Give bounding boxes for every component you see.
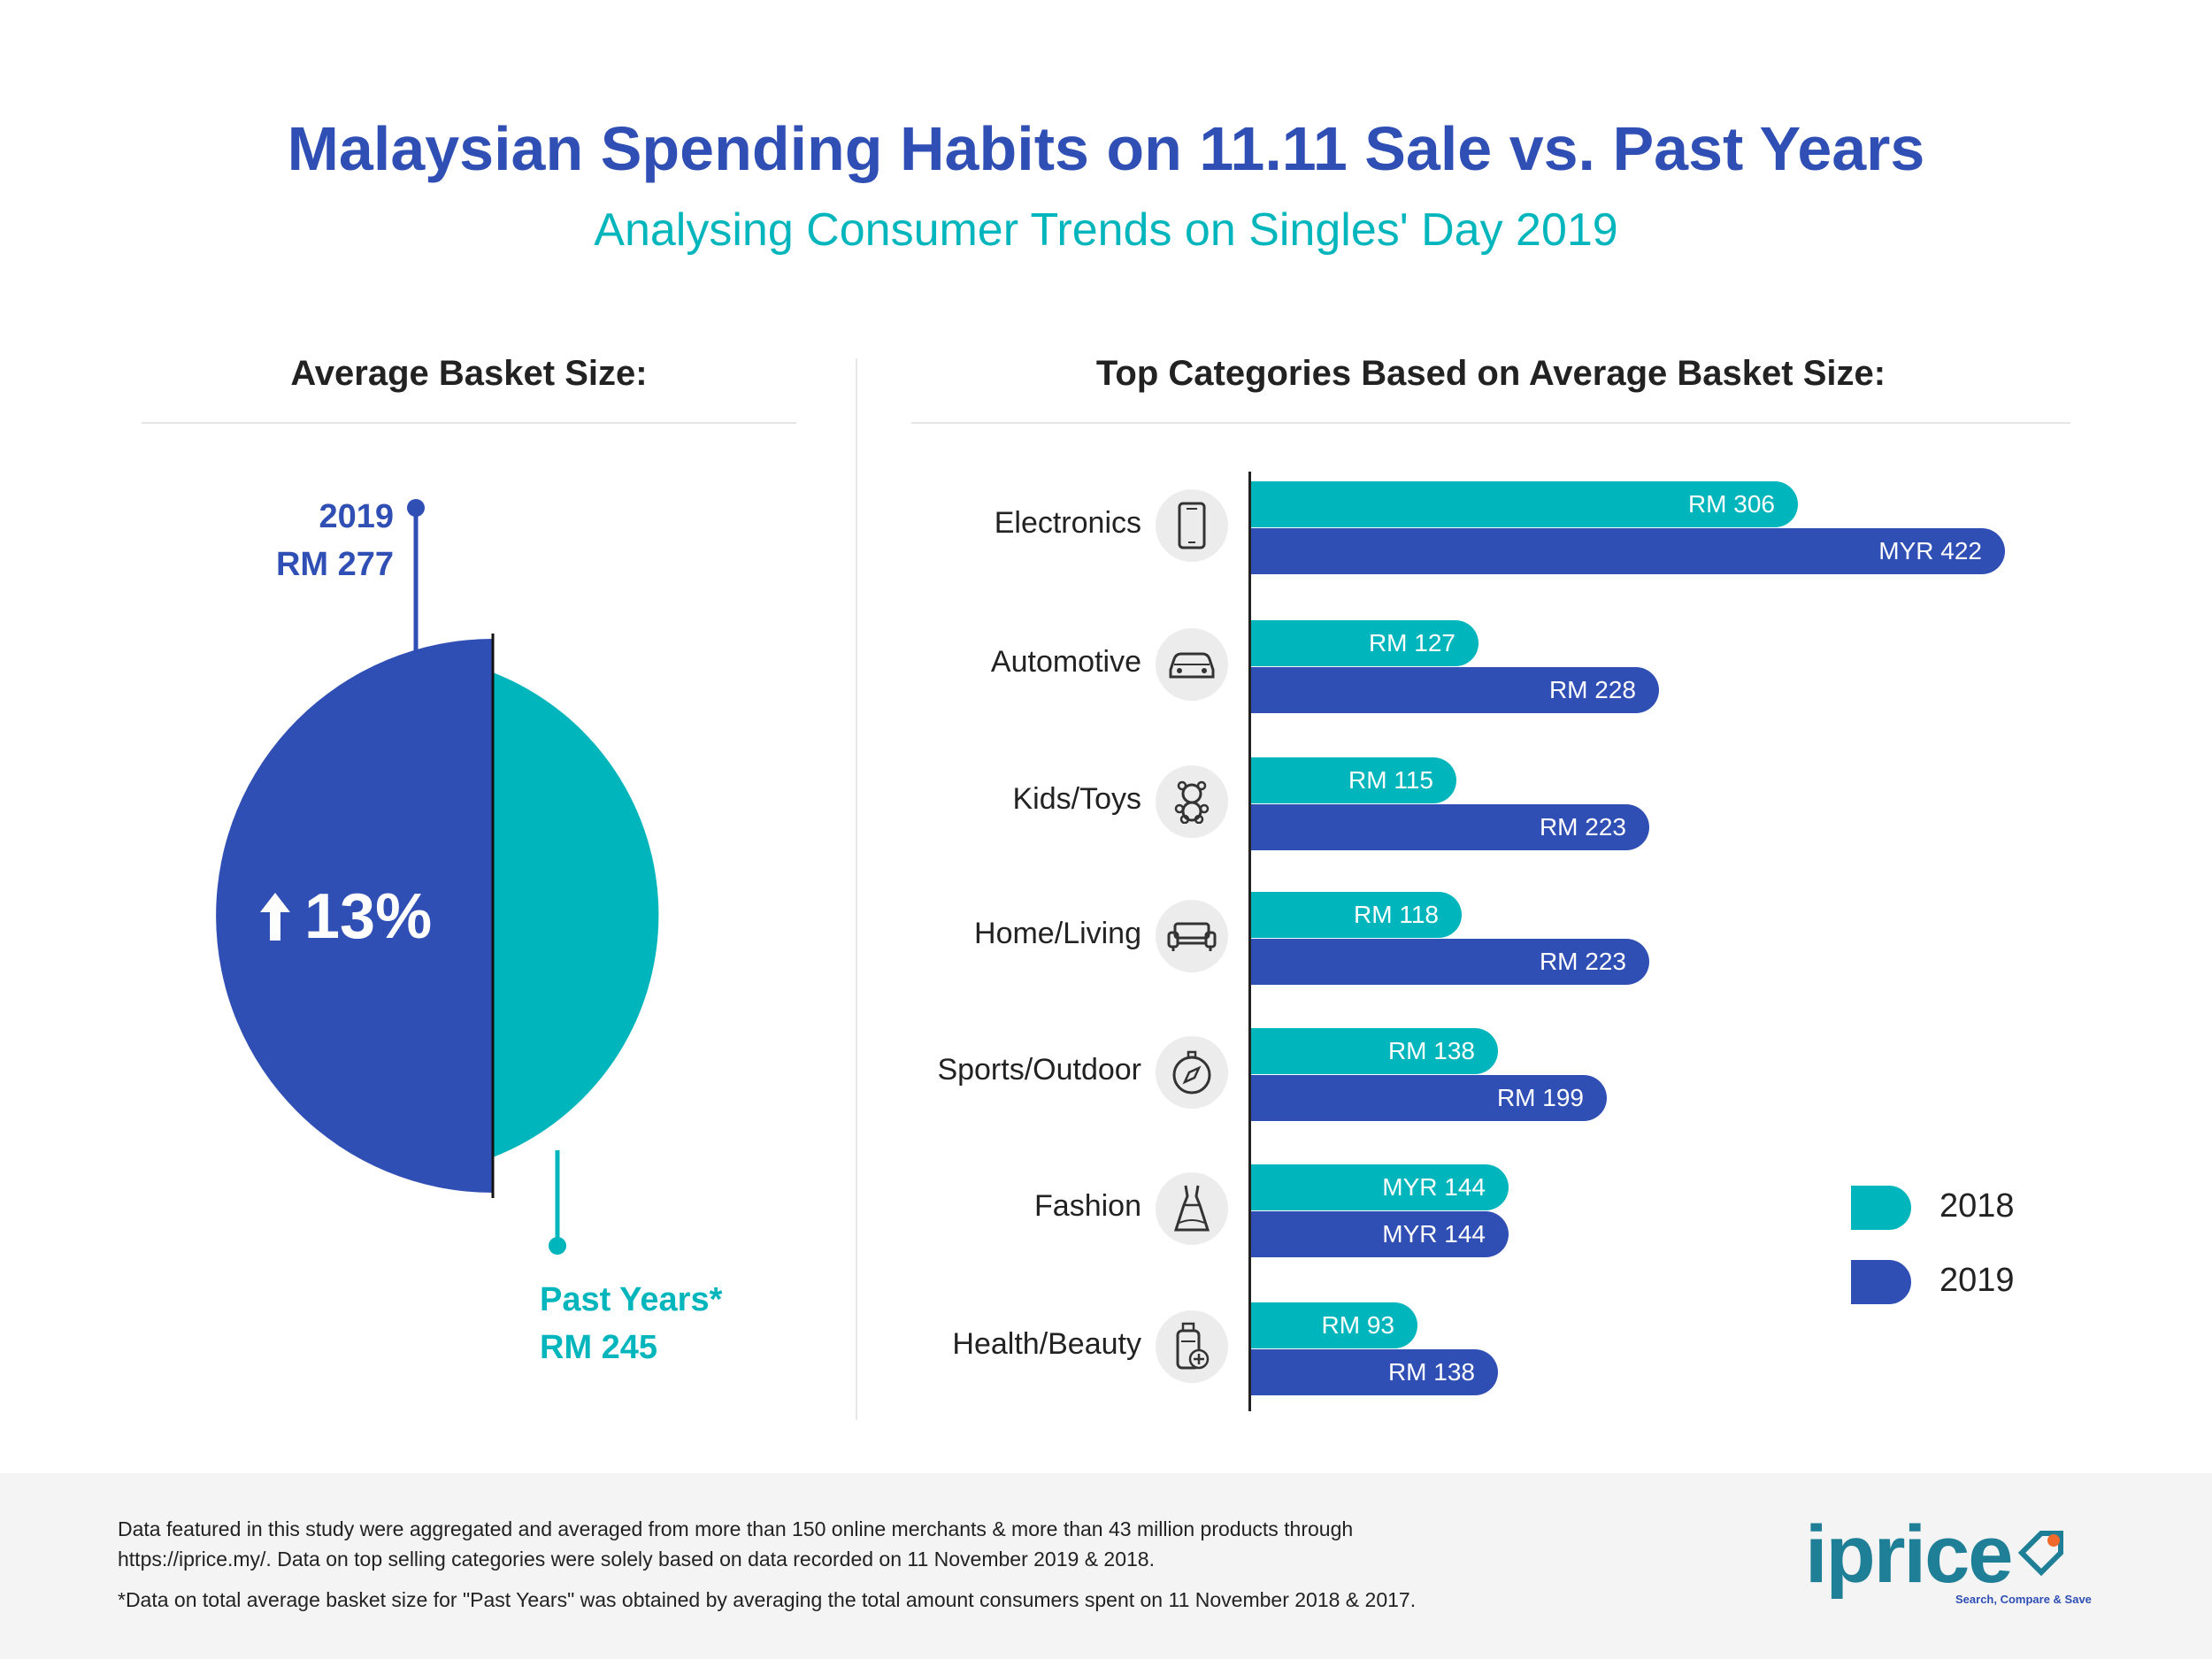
bar-fashion-2018: MYR 144 (1251, 1164, 1509, 1210)
bar-fashion-2019: MYR 144 (1251, 1211, 1509, 1257)
bar-value-label: MYR 144 (1382, 1173, 1486, 1201)
basket-heading: Average Basket Size: (290, 354, 648, 393)
bar-value-label: RM 138 (1387, 1037, 1475, 1064)
bar-axis (1248, 472, 1251, 1411)
bar-electronics-2018: RM 306 (1251, 481, 1798, 527)
bar-value-label: RM 115 (1348, 766, 1433, 794)
label-2019-dot (407, 499, 425, 517)
bar-health-beauty-2019: RM 138 (1251, 1349, 1498, 1395)
footer-note-line-3: *Data on total average basket size for "… (118, 1588, 1417, 1611)
bar-value-label: MYR 422 (1878, 537, 1982, 565)
footer-note-line-2: https://iprice.my/. Data on top selling … (118, 1548, 1155, 1571)
bar-value-label: MYR 144 (1382, 1220, 1486, 1248)
legend-label-2019: 2019 (1939, 1262, 2015, 1299)
legend-swatch-2019 (1851, 1260, 1911, 1304)
page-subtitle: Analysing Consumer Trends on Singles' Da… (594, 204, 1618, 256)
label-2019: 2019 RM 277 (221, 493, 394, 588)
bar-value-label: RM 306 (1687, 490, 1775, 518)
bar-home-living-2018: RM 118 (1251, 892, 1462, 938)
label-2019-value: RM 277 (275, 546, 394, 583)
basket-heading-rule (142, 422, 796, 424)
teddy-bear-icon (1174, 780, 1210, 824)
label-past-year: Past Years* (540, 1281, 723, 1318)
lotion-bottle-icon (1176, 1322, 1210, 1370)
label-past-value: RM 245 (540, 1329, 658, 1366)
smartphone-icon (1178, 502, 1206, 549)
bar-value-label: RM 228 (1548, 676, 1636, 703)
home-living-icon-circle (1156, 900, 1228, 972)
bar-kids-toys-2019: RM 223 (1251, 804, 1649, 850)
categories-heading-rule (911, 422, 2070, 424)
sports-outdoor-icon-circle (1156, 1036, 1228, 1109)
label-2019-year: 2019 (319, 498, 394, 535)
pie-slice-past-years (493, 672, 659, 1157)
category-label: Home/Living (974, 917, 1141, 950)
category-label: Sports/Outdoor (937, 1053, 1141, 1087)
category-label: Fashion (1034, 1189, 1141, 1223)
section-divider (856, 358, 857, 1420)
bar-sports-outdoor-2018: RM 138 (1251, 1028, 1498, 1074)
electronics-icon-circle (1156, 489, 1228, 562)
bar-sports-outdoor-2019: RM 199 (1251, 1075, 1607, 1121)
car-icon (1169, 652, 1215, 679)
logo-tagline: Search, Compare & Save (1955, 1593, 2092, 1606)
category-label: Automotive (990, 645, 1141, 679)
basket-pie-chart (216, 499, 659, 1255)
bar-value-label: RM 93 (1321, 1311, 1394, 1339)
dress-icon (1173, 1185, 1210, 1232)
page-title: Malaysian Spending Habits on 11.11 Sale … (287, 114, 1925, 183)
growth-value: 13% (304, 881, 433, 952)
label-past-years: Past Years* RM 245 (540, 1276, 805, 1371)
category-label: Health/Beauty (952, 1327, 1141, 1361)
automotive-icon-circle (1156, 628, 1228, 701)
label-past-dot (549, 1237, 566, 1255)
health-beauty-icon-circle (1156, 1310, 1228, 1383)
categories-heading: Top Categories Based on Average Basket S… (1095, 354, 1886, 393)
bar-home-living-2019: RM 223 (1251, 939, 1649, 985)
pie-slice-2019 (216, 639, 494, 1193)
fashion-icon-circle (1156, 1172, 1228, 1245)
footer-note: Data featured in this study were aggrega… (118, 1514, 1755, 1615)
growth-indicator: 13% (258, 880, 432, 953)
legend-label-2018: 2018 (1939, 1187, 2015, 1225)
arrow-up-icon (260, 893, 290, 941)
bar-value-label: RM 127 (1368, 629, 1455, 657)
sofa-icon (1167, 922, 1217, 951)
category-label: Electronics (994, 506, 1141, 540)
bar-value-label: RM 223 (1539, 813, 1626, 841)
bar-health-beauty-2018: RM 93 (1251, 1302, 1417, 1348)
bar-kids-toys-2018: RM 115 (1251, 757, 1456, 803)
bar-electronics-2019: MYR 422 (1251, 528, 2005, 574)
bar-automotive-2018: RM 127 (1251, 620, 1479, 666)
legend-swatch-2018 (1851, 1186, 1911, 1230)
category-label: Kids/Toys (1012, 782, 1142, 816)
bar-value-label: RM 118 (1354, 901, 1439, 928)
price-tag-icon (2018, 1531, 2064, 1577)
footer-note-line-1: Data featured in this study were aggrega… (118, 1517, 1354, 1540)
bar-value-label: RM 223 (1539, 948, 1626, 975)
footer: Data featured in this study were aggrega… (0, 1473, 2212, 1659)
bar-value-label: RM 138 (1387, 1358, 1475, 1386)
bar-automotive-2019: RM 228 (1251, 667, 1659, 713)
compass-icon (1172, 1050, 1211, 1094)
kids-toys-icon-circle (1156, 765, 1228, 838)
bar-value-label: RM 199 (1496, 1084, 1584, 1111)
iprice-logo: iprice Search, Compare & Save (1805, 1509, 2106, 1606)
logo-wordmark: iprice (1805, 1509, 2013, 1600)
